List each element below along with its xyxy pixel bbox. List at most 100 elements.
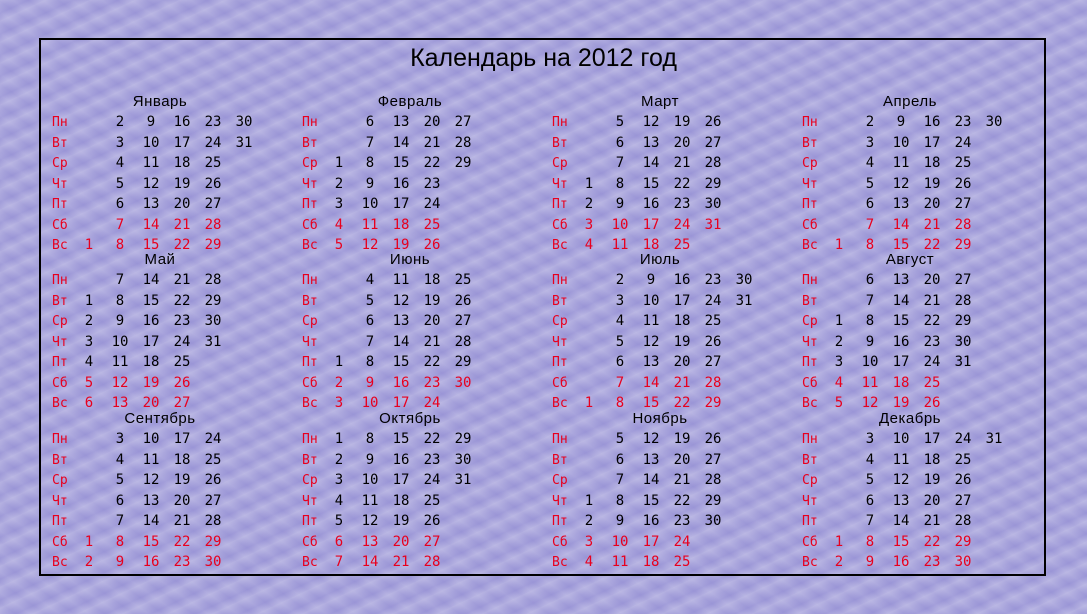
- weekday-label: Вт: [552, 293, 568, 309]
- day-number: 24: [673, 216, 691, 233]
- month-name: Сентябрь: [124, 410, 196, 427]
- weekday-label: Пт: [52, 514, 68, 529]
- day-number: 29: [204, 237, 222, 253]
- day-number: 13: [142, 492, 160, 509]
- day-number: 16: [142, 554, 160, 570]
- day-number: 10: [611, 216, 629, 233]
- day-number: 22: [423, 354, 441, 370]
- day-number: 29: [454, 431, 472, 447]
- day-number: 14: [361, 554, 379, 570]
- day-number: 6: [865, 196, 875, 212]
- day-number: 19: [673, 431, 691, 447]
- day-number: 10: [111, 333, 129, 350]
- day-number: 10: [361, 395, 379, 411]
- day-number: 2: [615, 272, 625, 288]
- calendar-frame: [39, 38, 1046, 576]
- day-number: 18: [923, 155, 941, 171]
- day-number: 23: [923, 554, 941, 570]
- day-number: 4: [365, 272, 375, 288]
- weekday-label: Чт: [302, 334, 318, 350]
- day-number: 15: [142, 292, 160, 309]
- day-number: 6: [615, 451, 625, 468]
- day-number: 20: [673, 134, 691, 151]
- day-number: 1: [584, 395, 594, 411]
- weekday-label: Сб: [52, 375, 68, 391]
- day-number: 26: [204, 175, 222, 192]
- day-number: 31: [704, 216, 722, 233]
- day-number: 22: [173, 533, 191, 550]
- day-number: 6: [84, 395, 94, 411]
- day-number: 30: [454, 451, 472, 468]
- day-number: 27: [954, 492, 972, 509]
- weekday-label: Сб: [302, 534, 318, 550]
- day-number: 27: [954, 196, 972, 212]
- day-number: 17: [642, 533, 660, 550]
- weekday-label: Ср: [552, 473, 568, 488]
- day-number: 10: [142, 431, 160, 447]
- day-number: 7: [115, 272, 125, 288]
- day-number: 8: [365, 155, 375, 171]
- weekday-label: Пн: [552, 432, 568, 447]
- day-number: 29: [704, 492, 722, 509]
- weekday-label: Ср: [52, 314, 68, 329]
- day-number: 22: [923, 313, 941, 329]
- day-number: 27: [204, 492, 222, 509]
- day-number: 29: [454, 354, 472, 370]
- day-number: 16: [892, 554, 910, 570]
- day-number: 26: [173, 374, 191, 391]
- day-number: 3: [615, 292, 625, 309]
- day-number: 28: [204, 513, 222, 529]
- day-number: 3: [334, 196, 344, 212]
- weekday-label: Вс: [52, 396, 68, 411]
- day-number: 20: [673, 354, 691, 370]
- day-number: 28: [204, 216, 222, 233]
- day-number: 10: [361, 472, 379, 488]
- day-number: 4: [334, 492, 344, 509]
- day-number: 19: [423, 292, 441, 309]
- weekday-label: Вт: [52, 452, 68, 468]
- day-number: 30: [204, 554, 222, 570]
- month-name: Июль: [639, 251, 681, 268]
- day-number: 18: [673, 313, 691, 329]
- day-number: 16: [392, 175, 410, 192]
- day-number: 30: [204, 313, 222, 329]
- day-number: 8: [365, 431, 375, 447]
- month-name: Август: [885, 251, 935, 268]
- day-number: 4: [834, 374, 844, 391]
- day-number: 14: [142, 216, 160, 233]
- day-number: 5: [834, 395, 844, 411]
- day-number: 1: [584, 492, 594, 509]
- day-number: 17: [923, 134, 941, 151]
- weekday-label: Вс: [552, 238, 568, 253]
- weekday-label: Ср: [302, 314, 318, 329]
- day-number: 4: [84, 354, 94, 370]
- day-number: 26: [704, 114, 722, 130]
- day-number: 31: [735, 292, 753, 309]
- day-number: 19: [142, 374, 160, 391]
- day-number: 21: [423, 134, 441, 151]
- day-number: 3: [115, 431, 125, 447]
- day-number: 24: [204, 134, 222, 151]
- month-block: Апрель Пн Вт Ср Чт Пт Сб Вс 1 2 3 4 5 6 7 8 9 10 11 12 13 14 1…: [790, 93, 1040, 253]
- weekday-label: Вт: [802, 293, 818, 309]
- day-number: 7: [115, 513, 125, 529]
- day-number: 7: [334, 554, 344, 570]
- day-number: 23: [423, 374, 441, 391]
- day-number: 20: [923, 196, 941, 212]
- day-number: 15: [392, 155, 410, 171]
- weekday-label: Сб: [552, 534, 568, 550]
- day-number: 26: [923, 395, 941, 411]
- day-number: 11: [361, 216, 379, 233]
- day-number: 31: [985, 431, 1003, 447]
- weekday-label: Ср: [552, 156, 568, 171]
- day-number: 1: [334, 431, 344, 447]
- day-number: 28: [204, 272, 222, 288]
- weekday-label: Вт: [802, 135, 818, 151]
- day-number: 1: [834, 533, 844, 550]
- day-number: 12: [111, 374, 129, 391]
- day-number: 28: [954, 292, 972, 309]
- day-number: 31: [454, 472, 472, 488]
- weekday-label: Чт: [52, 176, 68, 192]
- day-number: 24: [704, 292, 722, 309]
- day-number: 2: [84, 313, 94, 329]
